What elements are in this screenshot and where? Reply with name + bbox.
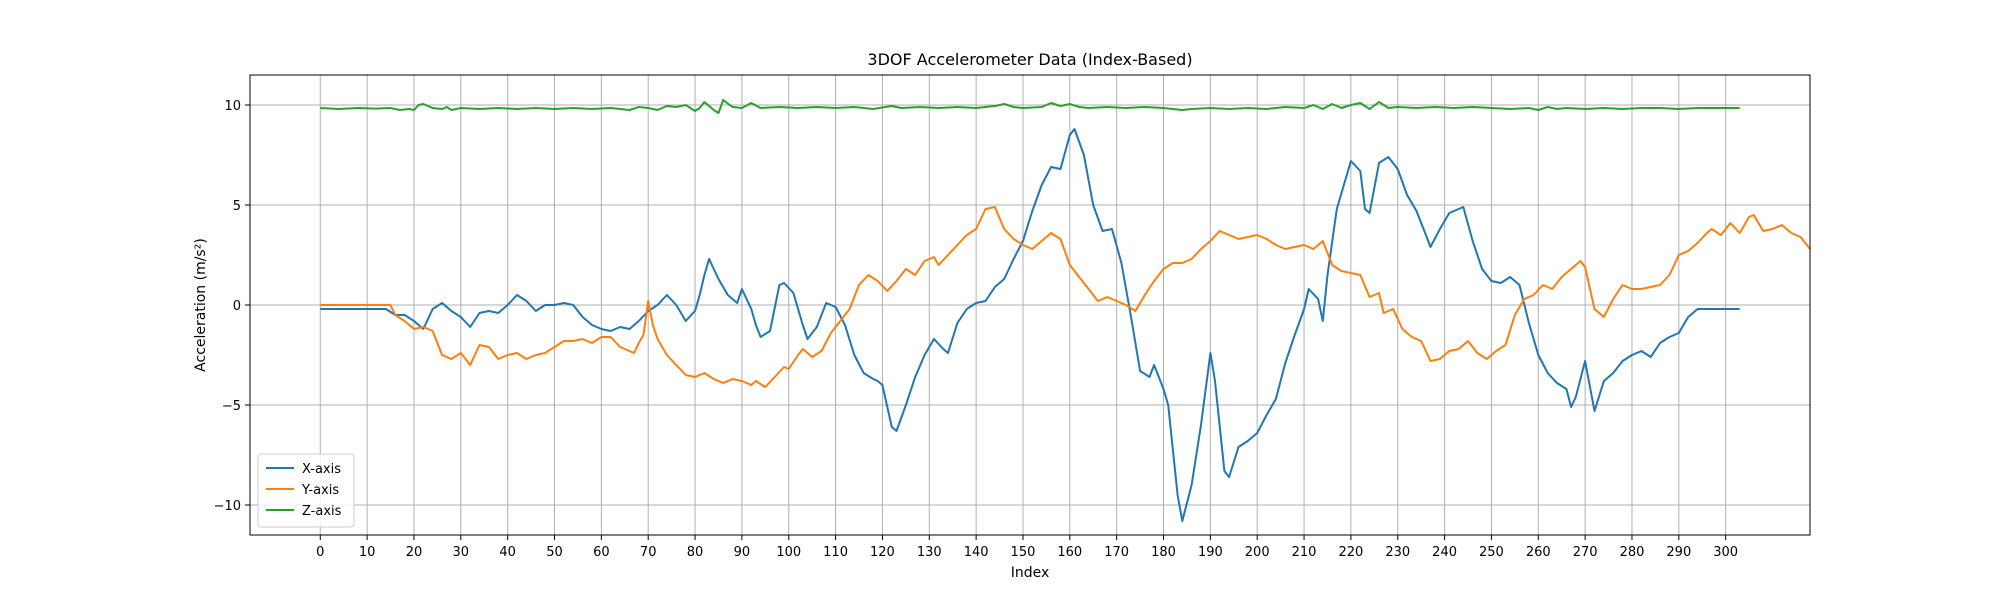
y-ticks: −10 −5 0 5 10	[214, 99, 250, 514]
x-tick-label: 150	[1011, 545, 1036, 560]
x-tick-label: 290	[1666, 545, 1691, 560]
x-tick-label: 260	[1526, 545, 1551, 560]
x-tick-label: 40	[499, 545, 516, 560]
x-tick-label: 60	[593, 545, 610, 560]
y-tick-label: 0	[233, 299, 241, 314]
x-tick-label: 250	[1479, 545, 1504, 560]
x-tick-label: 140	[964, 545, 989, 560]
x-tick-label: 0	[316, 545, 324, 560]
x-tick-label: 80	[687, 545, 704, 560]
x-tick-label: 120	[870, 545, 895, 560]
y-axis-title: Acceleration (m/s²)	[193, 238, 209, 372]
x-axis-title: Index	[1011, 565, 1050, 581]
x-ticks: 0 10 20 30 40 50 60 70 80 90 100 110 120 130 140 150 160…	[316, 535, 1738, 560]
x-tick-label: 20	[406, 545, 423, 560]
series-line-z-axis	[320, 99, 1740, 114]
x-tick-label: 160	[1057, 545, 1082, 560]
legend-label-z-axis: Z-axis	[302, 504, 342, 519]
series-line-y-axis	[320, 206, 1811, 388]
legend: X-axis Y-axis Z-axis	[257, 453, 355, 528]
x-tick-label: 100	[776, 545, 801, 560]
series-line-x-axis	[320, 128, 1740, 522]
legend-items: X-axis Y-axis Z-axis	[266, 462, 342, 519]
x-tick-label: 300	[1713, 545, 1738, 560]
y-tick-label: −5	[222, 399, 241, 414]
legend-label-x-axis: X-axis	[302, 462, 341, 477]
y-tick-label: 10	[224, 99, 241, 114]
x-tick-label: 10	[359, 545, 376, 560]
x-tick-label: 210	[1292, 545, 1317, 560]
y-tick-label: −10	[214, 499, 241, 514]
x-tick-label: 30	[453, 545, 470, 560]
chart-title: 3DOF Accelerometer Data (Index-Based)	[867, 50, 1192, 69]
legend-label-y-axis: Y-axis	[301, 483, 339, 498]
legend-box	[257, 453, 355, 528]
series-lines	[320, 99, 1811, 522]
x-tick-label: 220	[1338, 545, 1363, 560]
x-tick-label: 170	[1104, 545, 1129, 560]
x-tick-label: 70	[640, 545, 657, 560]
x-tick-label: 180	[1151, 545, 1176, 560]
x-tick-label: 50	[546, 545, 563, 560]
x-tick-label: 280	[1620, 545, 1645, 560]
x-tick-label: 110	[823, 545, 848, 560]
x-tick-label: 270	[1573, 545, 1598, 560]
x-tick-label: 200	[1245, 545, 1270, 560]
x-tick-label: 240	[1432, 545, 1457, 560]
x-tick-label: 130	[917, 545, 942, 560]
x-tick-label: 230	[1385, 545, 1410, 560]
x-tick-label: 90	[734, 545, 751, 560]
x-tick-label: 190	[1198, 545, 1223, 560]
y-tick-label: 5	[233, 199, 241, 214]
